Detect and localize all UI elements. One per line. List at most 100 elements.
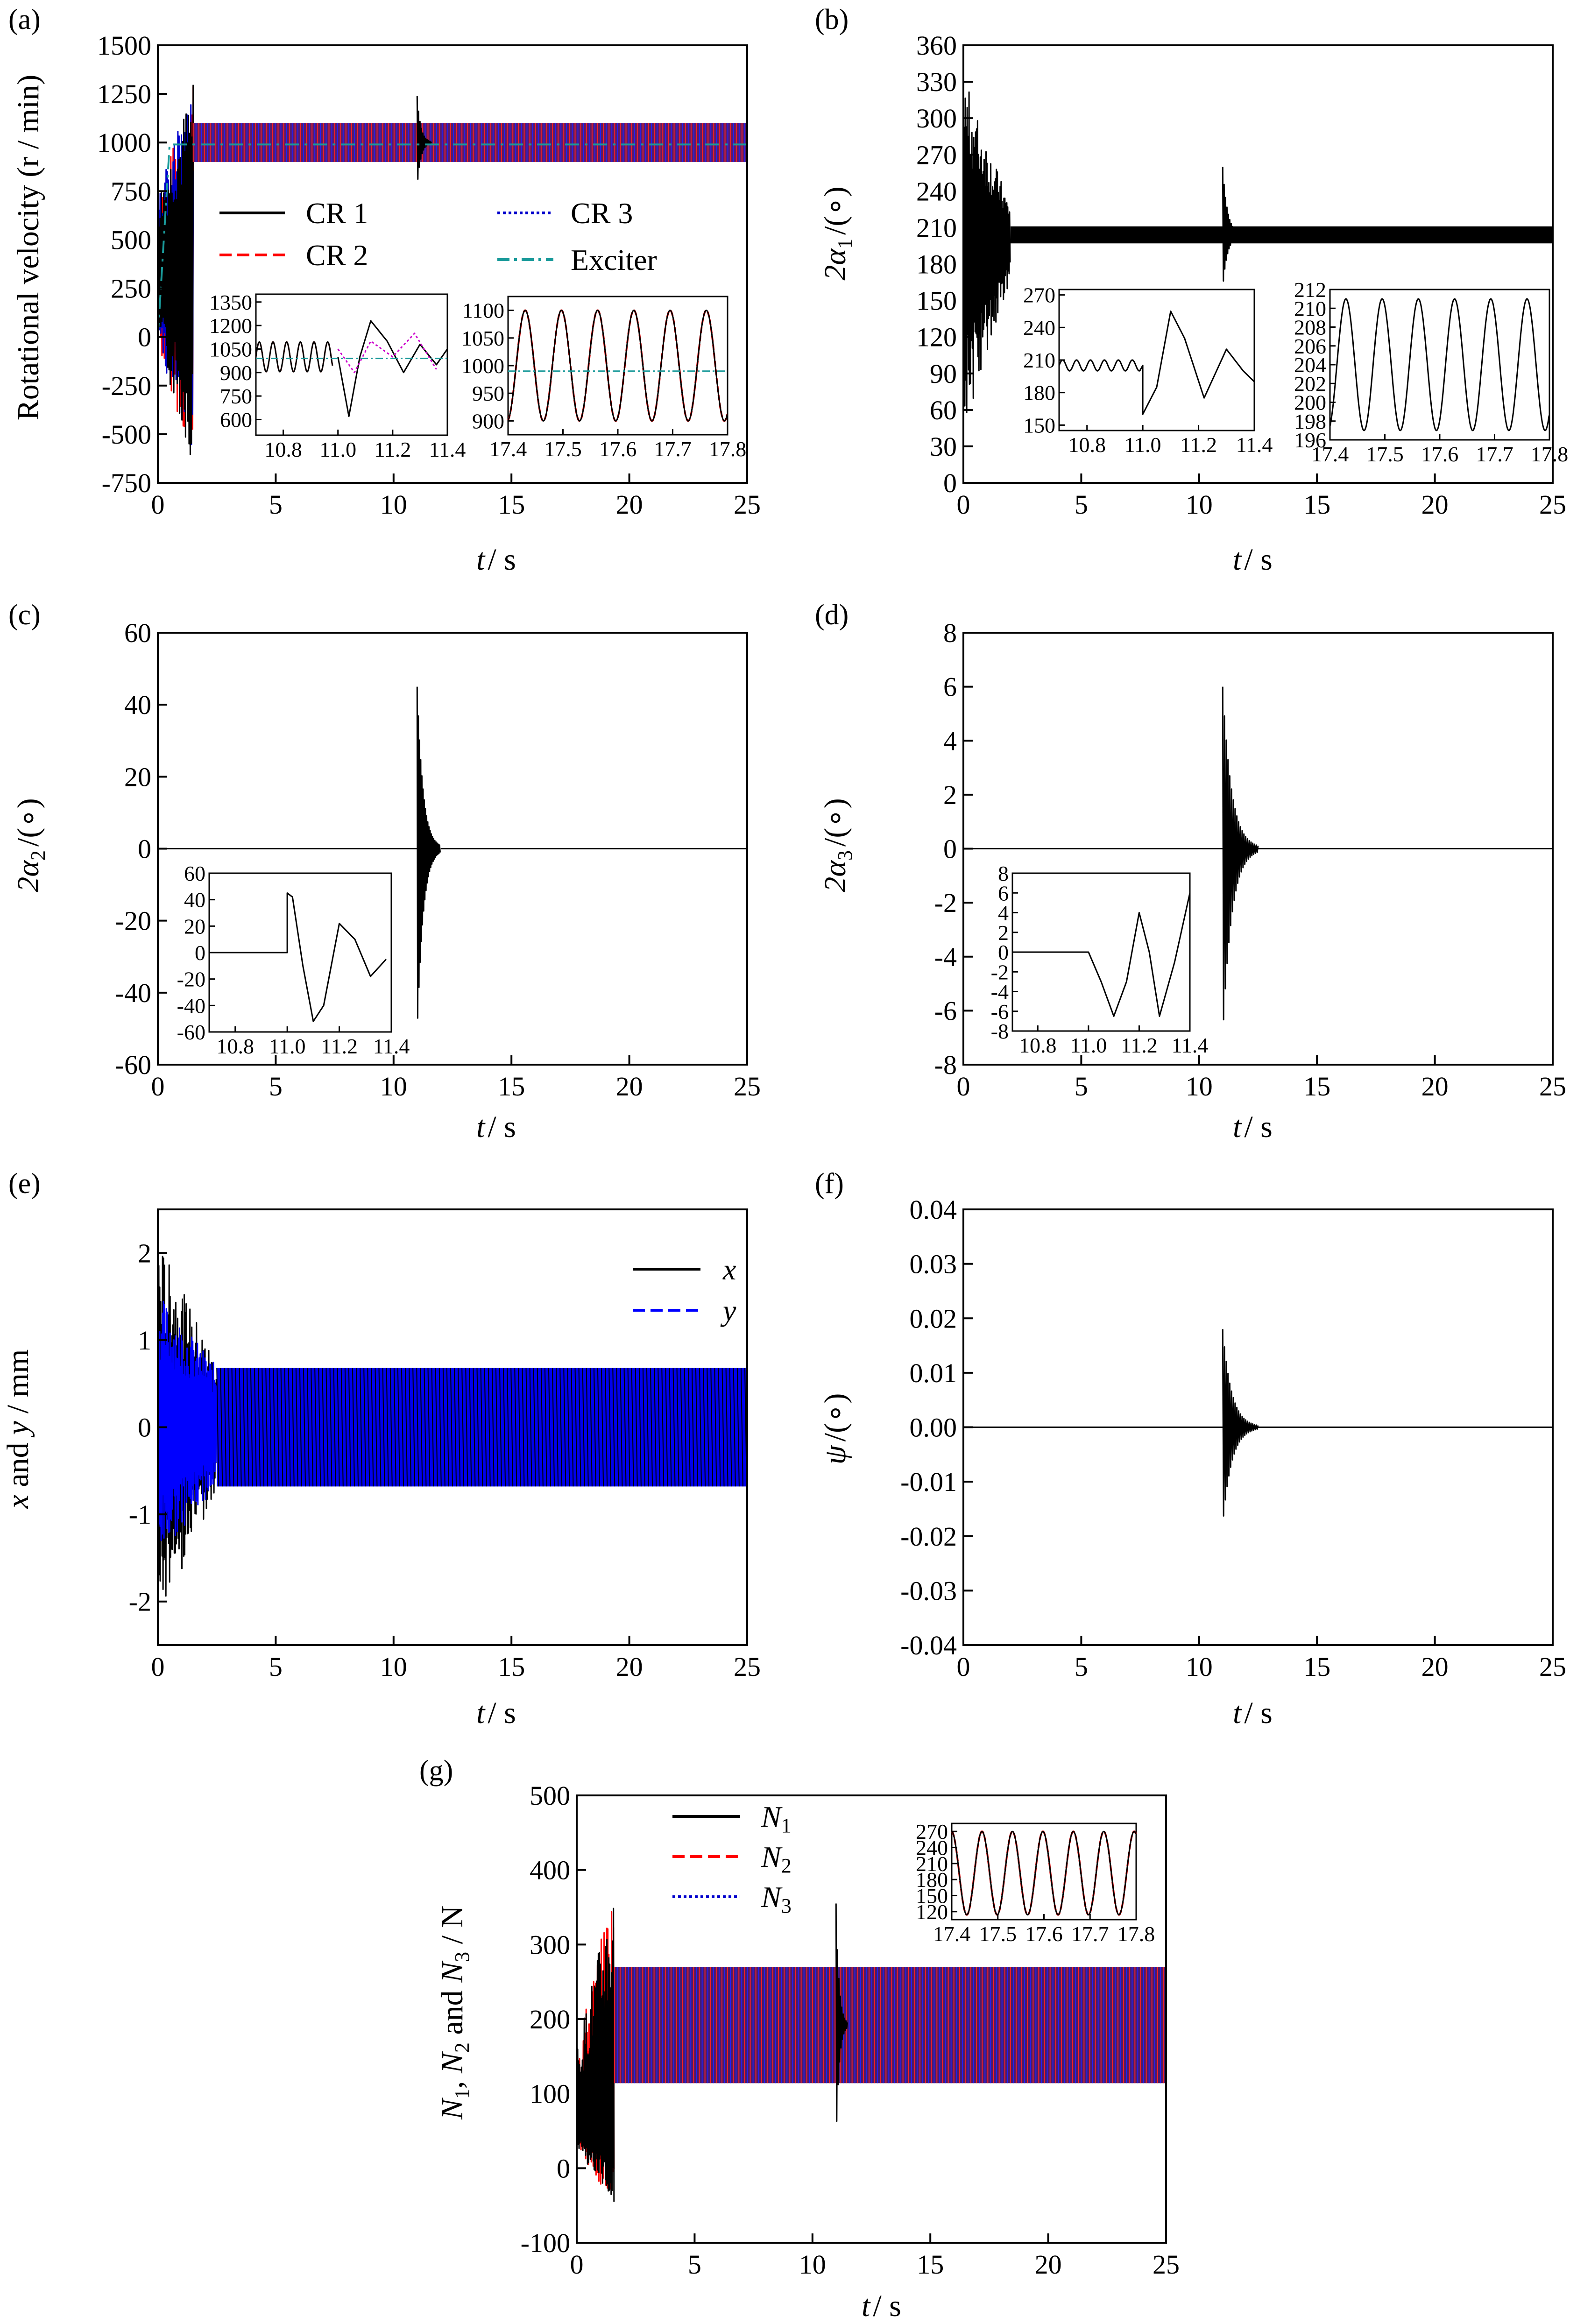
d-inset1-xtick-3: 11.4 bbox=[1172, 1033, 1209, 1057]
series-e-band-stripe bbox=[510, 1368, 514, 1487]
chart-e bbox=[157, 1208, 748, 1646]
d-ytick-2: -4 bbox=[934, 942, 957, 972]
ylabel-b: 2α1/(∘) bbox=[818, 186, 856, 280]
a-inset1-ytick-1: 750 bbox=[220, 384, 252, 408]
series-e-band-stripe bbox=[601, 1368, 604, 1487]
inset-c1-series bbox=[209, 892, 387, 1022]
b-inset1-xtick-3: 11.4 bbox=[1236, 433, 1273, 457]
inset-a1-cr3 bbox=[337, 332, 437, 374]
c-xtick-0: 0 bbox=[151, 1071, 165, 1102]
series-e-band-stripe bbox=[337, 1368, 340, 1487]
series-e-band-stripe bbox=[322, 1368, 325, 1487]
legend-a-cr2: CR 2 bbox=[306, 239, 368, 272]
series-e-band-stripe bbox=[227, 1368, 231, 1487]
series-e-band-stripe bbox=[552, 1368, 555, 1487]
series-e-band-stripe bbox=[284, 1368, 287, 1487]
xlabel-c: t/ s bbox=[476, 1110, 516, 1144]
chart-a bbox=[157, 44, 748, 484]
series-e-band-stripe bbox=[522, 1368, 525, 1487]
f-ytick-1: -0.03 bbox=[900, 1575, 957, 1606]
inset-b1-frame bbox=[1058, 289, 1255, 431]
chart-c bbox=[157, 632, 748, 1066]
a-inset2-xtick-0: 17.4 bbox=[489, 437, 527, 461]
series-e-band-stripe bbox=[646, 1368, 649, 1487]
series-e-band-stripe bbox=[638, 1368, 642, 1487]
series-e-band-stripe bbox=[563, 1368, 566, 1487]
a-xtick-1: 5 bbox=[269, 489, 283, 520]
g-xtick-2: 10 bbox=[799, 2249, 826, 2280]
series-e-band-stripe bbox=[680, 1368, 683, 1487]
b-ytick-3: 90 bbox=[930, 359, 957, 389]
series-e-y-startup bbox=[157, 1300, 217, 1541]
b-inset2-ytick-6: 208 bbox=[1294, 316, 1326, 339]
f-xtick-1: 5 bbox=[1075, 1652, 1088, 1682]
legend-e: x y bbox=[633, 1253, 736, 1327]
g-ytick-0: -100 bbox=[521, 2228, 570, 2258]
legend-g-n1: N1 bbox=[761, 1800, 792, 1837]
series-e-band-stripe bbox=[627, 1368, 630, 1487]
a-xtick-4: 20 bbox=[616, 489, 643, 520]
b-inset2-xtick-4: 17.8 bbox=[1531, 442, 1569, 466]
series-e-band-stripe bbox=[371, 1368, 374, 1487]
c-inset1-ytick-5: 40 bbox=[184, 888, 205, 912]
a-ytick-7: 1000 bbox=[97, 127, 151, 158]
a-inset1-xtick-1: 11.0 bbox=[319, 438, 356, 461]
inset-a2-cr1 bbox=[507, 310, 728, 422]
series-b-disturb bbox=[1222, 167, 1242, 282]
legend-a-cr1: CR 1 bbox=[306, 197, 368, 230]
f-ytick-5: 0.01 bbox=[910, 1358, 957, 1388]
series-e-band-stripe bbox=[533, 1368, 536, 1487]
b-xtick-5: 25 bbox=[1539, 489, 1566, 520]
a-inset1-xtick-2: 11.2 bbox=[374, 438, 411, 461]
series-e-band-stripe bbox=[450, 1368, 453, 1487]
f-ytick-4: 0.00 bbox=[910, 1413, 957, 1443]
c-inset1-ytick-0: -60 bbox=[177, 1020, 205, 1044]
b-ytick-11: 330 bbox=[916, 67, 957, 97]
plot-frame-a bbox=[157, 44, 748, 484]
ylabel-a: Rotational velocity (r / min) bbox=[11, 75, 45, 421]
c-ytick-1: -40 bbox=[115, 978, 151, 1008]
series-e-band-stripe bbox=[525, 1368, 529, 1487]
series-e-band-stripe bbox=[280, 1368, 283, 1487]
b-inset1-xtick-1: 11.0 bbox=[1124, 433, 1161, 457]
c-ytick-0: -60 bbox=[115, 1050, 151, 1080]
d-ytick-4: 0 bbox=[943, 834, 957, 864]
series-e-band-stripe bbox=[658, 1368, 661, 1487]
b-inset1-axes: 10.8 11.0 11.2 11.4 150 180 210 240 270 bbox=[1023, 283, 1273, 457]
a-axes: 0 5 10 15 20 25 -750 -500 -250 0 250 500 750 1000 1250… bbox=[97, 30, 761, 520]
f-ytick-0: -0.04 bbox=[900, 1630, 957, 1660]
series-e-band-stripe bbox=[484, 1368, 487, 1487]
d-inset1-xtick-1: 11.0 bbox=[1070, 1033, 1107, 1057]
a-inset2-xtick-3: 17.7 bbox=[654, 437, 692, 461]
series-e-band-stripe bbox=[314, 1368, 318, 1487]
series-e-band-stripe bbox=[608, 1368, 612, 1487]
g-inset1-xtick-1: 17.5 bbox=[979, 1922, 1017, 1946]
g-xtick-0: 0 bbox=[570, 2249, 584, 2280]
b-inset2-xtick-3: 17.7 bbox=[1476, 442, 1513, 466]
series-e-band-stripe bbox=[307, 1368, 310, 1487]
d-ytick-3: -2 bbox=[934, 888, 957, 918]
b-xtick-1: 5 bbox=[1075, 489, 1088, 520]
g-inset1-ytick-2: 180 bbox=[916, 1868, 948, 1892]
series-e-band-stripe bbox=[721, 1368, 725, 1487]
d-ytick-8: 8 bbox=[943, 618, 957, 648]
b-ytick-8: 240 bbox=[916, 176, 957, 206]
series-e-band-stripe bbox=[529, 1368, 532, 1487]
b-inset2-xtick-0: 17.4 bbox=[1311, 442, 1349, 466]
f-xtick-4: 20 bbox=[1421, 1652, 1449, 1682]
inset-g1-frame bbox=[951, 1822, 1137, 1921]
d-inset1-ytick-2: -4 bbox=[991, 980, 1009, 1004]
series-e-band-stripe bbox=[714, 1368, 717, 1487]
series-e-band-stripe bbox=[424, 1368, 427, 1487]
a-ytick-6: 750 bbox=[111, 176, 151, 206]
series-e-band-stripe bbox=[239, 1368, 242, 1487]
series-e-band-stripe bbox=[318, 1368, 321, 1487]
e-xtick-1: 5 bbox=[269, 1652, 283, 1682]
a-ytick-5: 500 bbox=[111, 225, 151, 255]
d-inset1-ytick-1: -6 bbox=[991, 1000, 1009, 1024]
series-e-band-stripe bbox=[703, 1368, 706, 1487]
series-e-band-stripe bbox=[276, 1368, 280, 1487]
